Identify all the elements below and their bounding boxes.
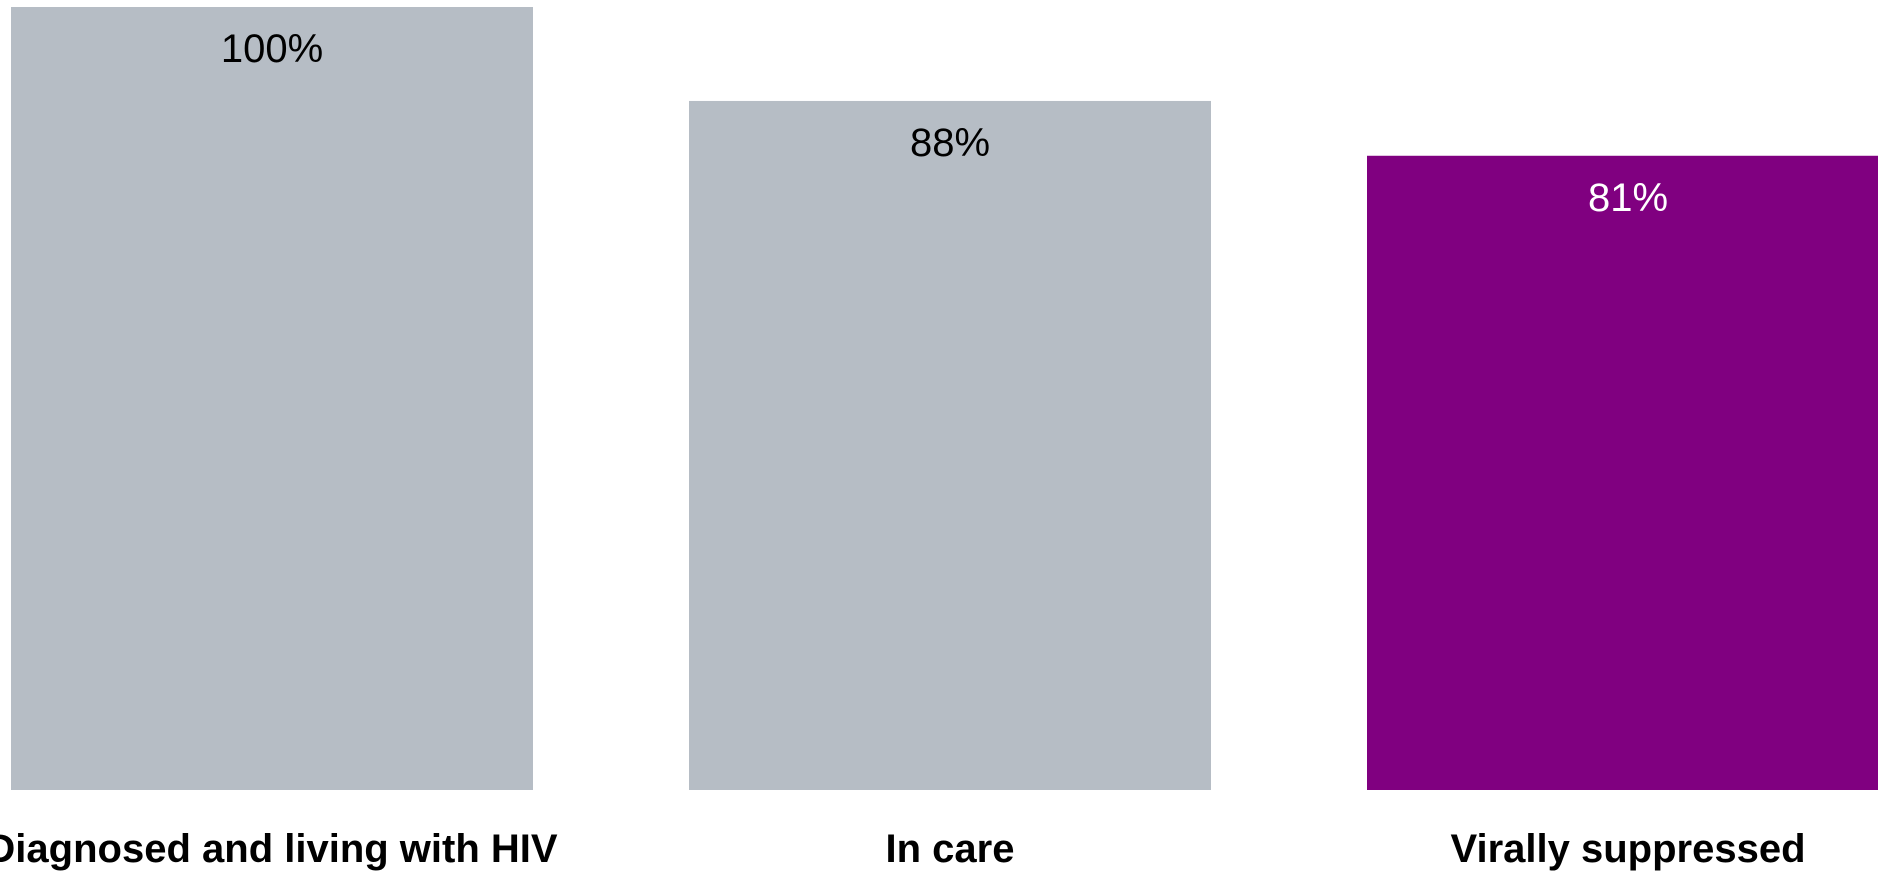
- category-label-1: In care: [886, 827, 1015, 871]
- bar-1: [689, 100, 1211, 790]
- category-label-2: Virally suppressed: [1451, 827, 1806, 871]
- value-label-0: 100%: [221, 27, 323, 71]
- category-label-0: Diagnosed and living with HIV: [0, 827, 558, 871]
- bar-2: [1367, 155, 1878, 790]
- value-label-1: 88%: [910, 121, 990, 165]
- bar-0: [11, 7, 533, 790]
- value-label-2: 81%: [1588, 176, 1668, 220]
